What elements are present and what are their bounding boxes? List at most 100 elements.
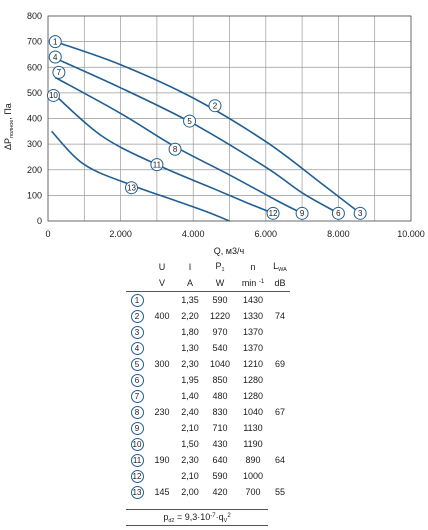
x-tick-label: 4.000 <box>182 229 205 239</box>
cell-sound-level <box>270 388 290 404</box>
cell-sound-level <box>270 468 290 484</box>
svg-text:7: 7 <box>57 68 62 77</box>
svg-text:8: 8 <box>173 145 178 154</box>
table-unit-blank <box>126 275 148 292</box>
x-tick-label: 10.000 <box>397 229 425 239</box>
table-header-blank <box>126 259 148 275</box>
cell-speed: 1130 <box>243 423 263 433</box>
svg-text:12: 12 <box>269 209 278 218</box>
cell-voltage <box>148 324 176 340</box>
row-number-badge: 7 <box>126 388 148 404</box>
curve-marker-1: 1 <box>48 35 62 49</box>
cell-sound-level <box>270 420 290 436</box>
curve-marker-8: 8 <box>168 142 182 156</box>
row-number-badge: 6 <box>126 372 148 388</box>
cell-speed: 1040 <box>242 407 264 417</box>
curve-marker-11: 11 <box>150 158 164 172</box>
svg-text:6: 6 <box>336 209 341 218</box>
curve-marker-9: 9 <box>295 206 309 220</box>
cell-voltage <box>148 436 176 452</box>
table-header-l: LWA <box>273 261 287 273</box>
cell-voltage: 145 <box>154 487 170 497</box>
curve-marker-3: 3 <box>353 206 367 220</box>
cell-voltage <box>148 292 176 309</box>
cell-voltage <box>148 340 176 356</box>
chart-markers: 1 4 7 10 2 5 8 11 13 3 6 9 12 <box>46 35 367 220</box>
cell-speed: 1280 <box>242 391 264 401</box>
cell-sound-level <box>270 292 290 309</box>
cell-voltage: 300 <box>154 359 170 369</box>
table-unit-a: A <box>176 275 204 292</box>
cell-sound-level <box>270 436 290 452</box>
svg-text:13: 13 <box>127 183 136 192</box>
row-number-badge: 3 <box>126 324 148 340</box>
curve-11 <box>54 94 274 215</box>
cell-voltage <box>148 388 176 404</box>
cell-power: 830 <box>212 407 228 417</box>
cell-sound-level: 64 <box>274 455 285 465</box>
cell-power: 420 <box>212 487 228 497</box>
table-header-p: P1 <box>215 261 225 273</box>
table-row: 5 300 2,30 1040 1210 69 <box>126 356 290 372</box>
cell-power: 710 <box>212 423 228 433</box>
cell-current: 1,30 <box>181 343 199 353</box>
cell-current: 2,30 <box>181 359 199 369</box>
cell-current: 2,10 <box>181 471 199 481</box>
table-unit-db: dB <box>270 275 290 292</box>
table-row: 13 145 2,00 420 700 55 <box>126 484 290 500</box>
curve-5 <box>54 57 339 214</box>
cell-speed: 890 <box>245 455 261 465</box>
curve-marker-2: 2 <box>208 99 222 113</box>
cell-power: 640 <box>212 455 228 465</box>
table-row: 2 400 2,20 1220 1330 74 <box>126 308 290 324</box>
x-tick-label: 2.000 <box>109 229 132 239</box>
y-tick-label: 500 <box>27 88 42 98</box>
curve-2 <box>55 40 361 214</box>
curve-marker-4: 4 <box>48 50 62 64</box>
cell-speed: 700 <box>245 487 261 497</box>
x-tick-label: 8.000 <box>327 229 350 239</box>
svg-text:11: 11 <box>153 160 162 169</box>
row-number-badge: 4 <box>126 340 148 356</box>
curve-marker-5: 5 <box>183 114 197 128</box>
cell-sound-level <box>270 372 290 388</box>
cell-power: 970 <box>212 327 228 337</box>
cell-sound-level: 67 <box>274 407 285 417</box>
x-tick-label: 0 <box>45 229 50 239</box>
table-row: 4 1,30 540 1370 <box>126 340 290 356</box>
table-unit-w: W <box>204 275 236 292</box>
cell-speed: 1280 <box>242 375 264 385</box>
y-tick-label: 400 <box>27 114 42 124</box>
dynamic-pressure-formula: pd2 = 9,3·10-7·qV2 <box>126 509 268 526</box>
cell-power: 540 <box>212 343 228 353</box>
cell-power: 1220 <box>209 311 231 321</box>
x-axis-label: Q, м3/ч <box>214 246 245 256</box>
y-tick-label: 0 <box>37 216 42 226</box>
cell-speed: 1370 <box>242 327 264 337</box>
svg-text:10: 10 <box>49 91 58 100</box>
curve-8 <box>54 76 303 215</box>
cell-current: 2,30 <box>181 455 199 465</box>
y-tick-label: 200 <box>27 165 42 175</box>
cell-sound-level: 55 <box>274 487 285 497</box>
svg-text:2: 2 <box>213 101 218 110</box>
y-tick-label: 300 <box>27 139 42 149</box>
x-tick-label: 6.000 <box>255 229 278 239</box>
y-tick-label: 600 <box>27 62 42 72</box>
cell-speed: 1370 <box>242 343 264 353</box>
cell-power: 850 <box>212 375 228 385</box>
row-number-badge: 12 <box>126 468 148 484</box>
cell-voltage: 230 <box>154 407 170 417</box>
cell-power: 430 <box>212 439 228 449</box>
cell-current: 1,35 <box>181 295 199 305</box>
table-header-n: n <box>250 262 256 272</box>
table-row: 3 1,80 970 1370 <box>126 324 290 340</box>
cell-sound-level: 69 <box>274 359 285 369</box>
cell-power: 590 <box>212 471 228 481</box>
table-unit-v: V <box>148 275 176 292</box>
cell-current: 2,40 <box>181 407 199 417</box>
cell-current: 1,50 <box>181 439 199 449</box>
table-row: 8 230 2,40 830 1040 67 <box>126 404 290 420</box>
table-row: 9 2,10 710 1130 <box>126 420 290 436</box>
cell-current: 2,10 <box>181 423 199 433</box>
